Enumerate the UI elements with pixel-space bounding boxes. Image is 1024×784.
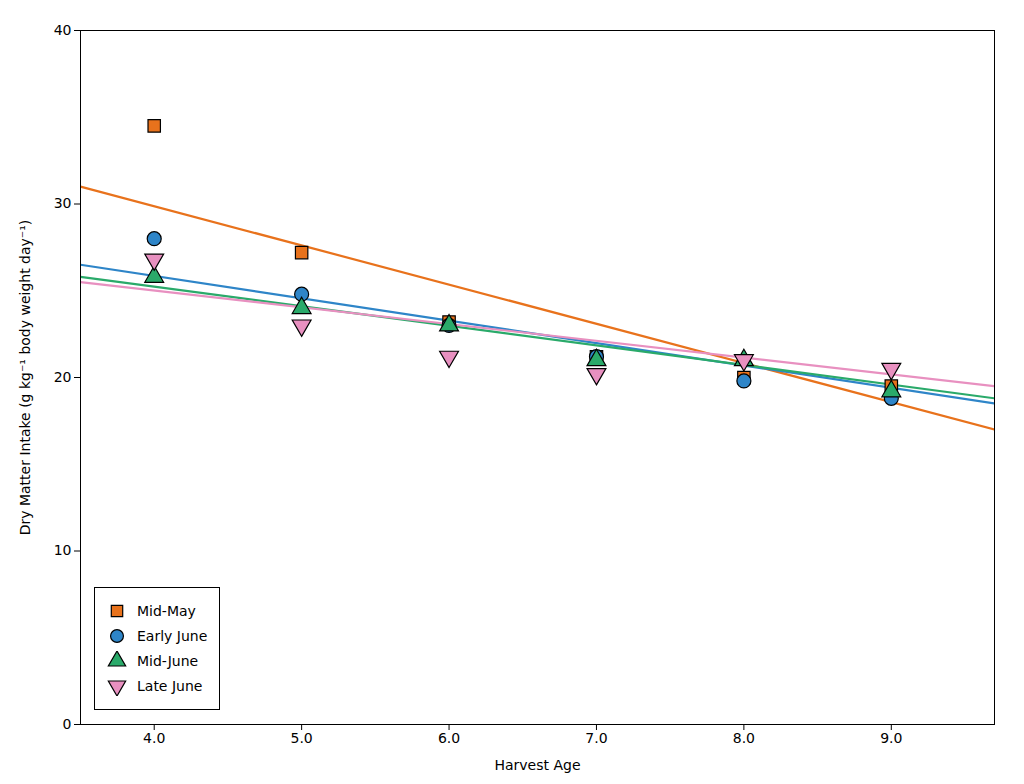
html-text:Mid-May: Mid-May <box>137 603 196 619</box>
svg-text:30: 30 <box>54 195 72 211</box>
svg-text:4.0: 4.0 <box>143 730 165 746</box>
html-text:Late June: Late June <box>137 678 203 694</box>
svg-text:40: 40 <box>54 22 72 38</box>
html-text:Early June: Early June <box>137 628 208 644</box>
svg-text:10: 10 <box>54 542 72 558</box>
svg-text:Harvest Age: Harvest Age <box>494 757 580 773</box>
svg-text:0: 0 <box>63 716 72 732</box>
svg-text:7.0: 7.0 <box>585 730 607 746</box>
svg-text:Dry Matter Intake (g kg⁻¹ body: Dry Matter Intake (g kg⁻¹ body weight da… <box>17 220 33 536</box>
svg-text:6.0: 6.0 <box>438 730 460 746</box>
svg-text:20: 20 <box>54 369 72 385</box>
svg-text:5.0: 5.0 <box>290 730 312 746</box>
html-text:Mid-June: Mid-June <box>137 653 199 669</box>
svg-text:8.0: 8.0 <box>733 730 755 746</box>
svg-text:9.0: 9.0 <box>880 730 902 746</box>
